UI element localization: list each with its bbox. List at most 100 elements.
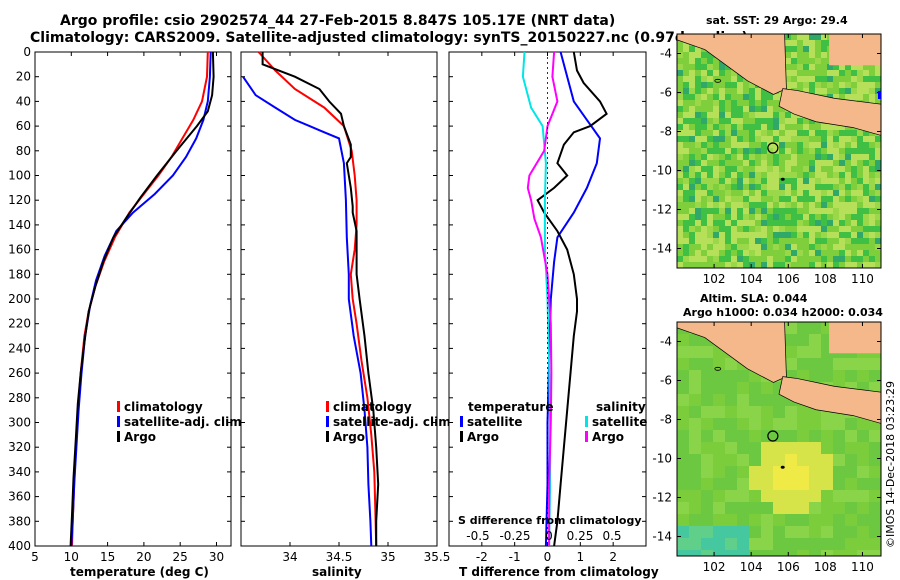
map-cell	[743, 142, 749, 148]
map-cell	[767, 226, 773, 232]
map-cell	[719, 172, 725, 178]
map-cell	[851, 196, 857, 202]
map-cell	[833, 142, 839, 148]
map-cell	[821, 178, 827, 184]
legend-climatology: climatology	[124, 400, 203, 414]
map-cell	[767, 250, 773, 256]
map-cell	[701, 136, 707, 142]
map-cell	[743, 178, 749, 184]
map-cell	[785, 142, 791, 148]
map-cell	[707, 118, 713, 124]
map-cell	[791, 196, 797, 202]
map-cell	[809, 76, 815, 82]
map-cell	[683, 154, 689, 160]
map-cell	[803, 46, 809, 52]
map-cell	[701, 430, 713, 442]
map-cell	[719, 136, 725, 142]
map-cell	[821, 208, 827, 214]
map-cell	[713, 454, 725, 466]
map-cell	[707, 100, 713, 106]
map-cell	[797, 196, 803, 202]
map-cell	[761, 220, 767, 226]
map-y-tick-label: -4	[660, 47, 672, 61]
map-cell	[785, 442, 797, 454]
map-cell	[683, 64, 689, 70]
map-cell	[773, 244, 779, 250]
map-cell	[869, 466, 881, 478]
map-cell	[755, 94, 761, 100]
legend-argo: Argo	[333, 430, 365, 444]
map-cell	[827, 178, 833, 184]
map-cell	[683, 232, 689, 238]
map-cell	[863, 226, 869, 232]
map-y-tick-label: -14	[652, 530, 672, 544]
map-cell	[731, 130, 737, 136]
map-cell	[857, 538, 869, 550]
map-cell	[773, 232, 779, 238]
map-cell	[695, 178, 701, 184]
map-cell	[839, 190, 845, 196]
map-cell	[725, 478, 737, 490]
map-cell	[689, 178, 695, 184]
map-cell	[713, 100, 719, 106]
sst-map-title: sat. SST: 29 Argo: 29.4	[706, 14, 848, 27]
map-cell	[677, 226, 683, 232]
map-cell	[791, 160, 797, 166]
map-cell	[701, 190, 707, 196]
map-cell	[773, 166, 779, 172]
map-x-tick-label: 106	[777, 560, 800, 574]
map-cell	[713, 160, 719, 166]
map-cell	[797, 538, 809, 550]
map-cell	[851, 184, 857, 190]
map-cell	[701, 454, 713, 466]
map-cell	[749, 178, 755, 184]
sla-map-title-1: Altim. SLA: 0.044	[700, 292, 808, 305]
map-cell	[857, 178, 863, 184]
map-cell	[737, 442, 749, 454]
map-cell	[863, 82, 869, 88]
map-cell	[707, 82, 713, 88]
map-cell	[761, 244, 767, 250]
map-cell	[749, 154, 755, 160]
salinity-legend: climatology satellite-adj. clim. Argo	[326, 400, 455, 444]
map-cell	[737, 250, 743, 256]
map-cell	[863, 178, 869, 184]
series-line-temperature-satellite	[544, 51, 602, 547]
map-cell	[845, 178, 851, 184]
map-cell	[743, 94, 749, 100]
map-cell	[701, 52, 707, 58]
map-cell	[695, 106, 701, 112]
map-cell	[683, 58, 689, 64]
map-cell	[749, 418, 761, 430]
map-cell	[803, 142, 809, 148]
map-cell	[719, 130, 725, 136]
map-cell	[809, 466, 821, 478]
map-cell	[731, 136, 737, 142]
map-cell	[731, 226, 737, 232]
map-cell	[869, 514, 881, 526]
map-cell	[821, 88, 827, 94]
map-cell	[683, 238, 689, 244]
map-cell	[725, 124, 731, 130]
sla-field	[677, 322, 881, 556]
map-cell	[875, 238, 881, 244]
map-cell	[695, 226, 701, 232]
map-cell	[809, 220, 815, 226]
map-cell	[815, 70, 821, 76]
map-cell	[749, 430, 761, 442]
map-cell	[713, 514, 725, 526]
map-cell	[683, 172, 689, 178]
map-cell	[719, 256, 725, 262]
map-cell	[857, 502, 869, 514]
map-cell	[743, 214, 749, 220]
map-cell	[857, 184, 863, 190]
map-cell	[875, 208, 881, 214]
map-cell	[731, 124, 737, 130]
map-cell	[845, 70, 851, 76]
map-cell	[701, 262, 707, 268]
map-cell	[827, 70, 833, 76]
map-cell	[707, 70, 713, 76]
map-cell	[761, 418, 773, 430]
depth-tick-label: 80	[16, 144, 31, 158]
map-cell	[827, 190, 833, 196]
